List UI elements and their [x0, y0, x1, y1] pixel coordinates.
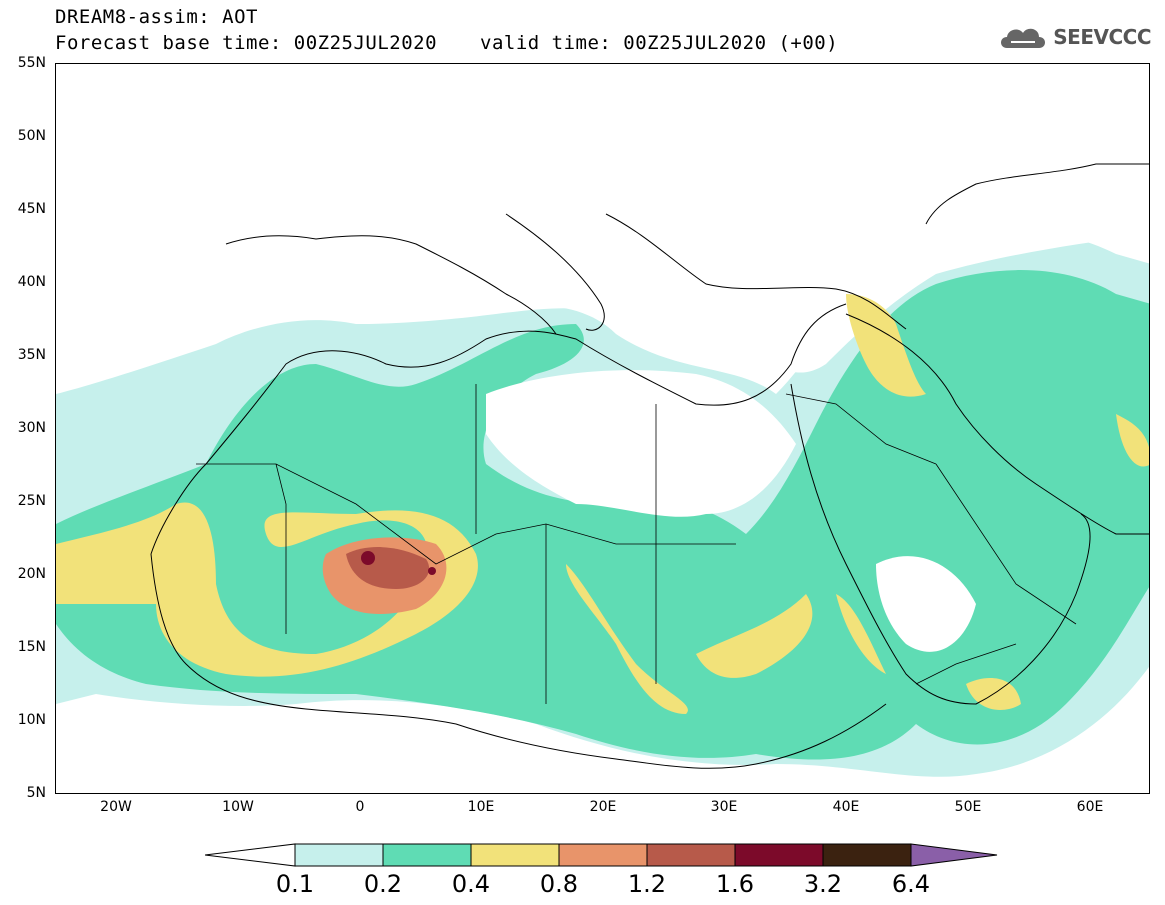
lat-label: 55N: [17, 55, 46, 71]
map-canvas: [56, 64, 1149, 777]
logo-text: SEEVCCC: [1053, 25, 1151, 49]
lat-label: 25N: [17, 493, 46, 509]
lon-label: 10E: [467, 799, 495, 815]
lat-label: 35N: [17, 347, 46, 363]
colorbar-swatch: [470, 843, 560, 867]
lat-label: 50N: [17, 128, 46, 144]
colorbar-swatch: [734, 843, 824, 867]
colorbar-swatch: [646, 843, 736, 867]
lat-label: 45N: [17, 201, 46, 217]
lat-label: 30N: [17, 420, 46, 436]
colorbar-swatch: [822, 843, 912, 867]
aot-band-0.2: [56, 270, 1149, 760]
colorbar-max-arrow: [910, 843, 998, 867]
lon-label: 60E: [1076, 799, 1104, 815]
lat-label: 15N: [17, 639, 46, 655]
lat-label: 20N: [17, 566, 46, 582]
colorbar-swatch: [382, 843, 472, 867]
colorbar-min-arrow: [205, 843, 296, 867]
colorbar: [205, 843, 998, 867]
lon-label: 20E: [589, 799, 617, 815]
aot-band-0.4: [56, 294, 1149, 714]
colorbar-label: 0.2: [363, 870, 403, 898]
lon-label: 50E: [954, 799, 982, 815]
lat-label: 5N: [26, 785, 46, 801]
lon-label: 20W: [100, 799, 132, 815]
coastlines: [150, 163, 1149, 769]
lon-label: 10W: [222, 799, 254, 815]
map-title: DREAM8-assim: AOT: [55, 6, 258, 28]
colorbar-label: 3.2: [803, 870, 843, 898]
colorbar-label: 0.1: [275, 870, 315, 898]
colorbar-label: 0.8: [539, 870, 579, 898]
aot-map: [55, 63, 1150, 794]
cloud-icon: [1001, 28, 1046, 48]
colorbar-swatch: [294, 843, 384, 867]
colorbar-label: 1.6: [715, 870, 755, 898]
lon-label: 40E: [832, 799, 860, 815]
colorbar-label: 0.4: [451, 870, 491, 898]
lon-label: 0: [355, 799, 365, 815]
lat-label: 40N: [17, 274, 46, 290]
borders: [196, 384, 1077, 704]
lon-label: 30E: [710, 799, 738, 815]
colorbar-label: 6.4: [891, 870, 931, 898]
seevccc-logo: SEEVCCC: [997, 22, 1151, 52]
colorbar-swatch: [558, 843, 648, 867]
forecast-base-time: Forecast base time: 00Z25JUL2020: [55, 32, 438, 54]
colorbar-label: 1.2: [627, 870, 667, 898]
valid-time: valid time: 00Z25JUL2020 (+00): [480, 32, 839, 54]
aot-band-1.6: [361, 551, 436, 575]
lat-label: 10N: [17, 712, 46, 728]
